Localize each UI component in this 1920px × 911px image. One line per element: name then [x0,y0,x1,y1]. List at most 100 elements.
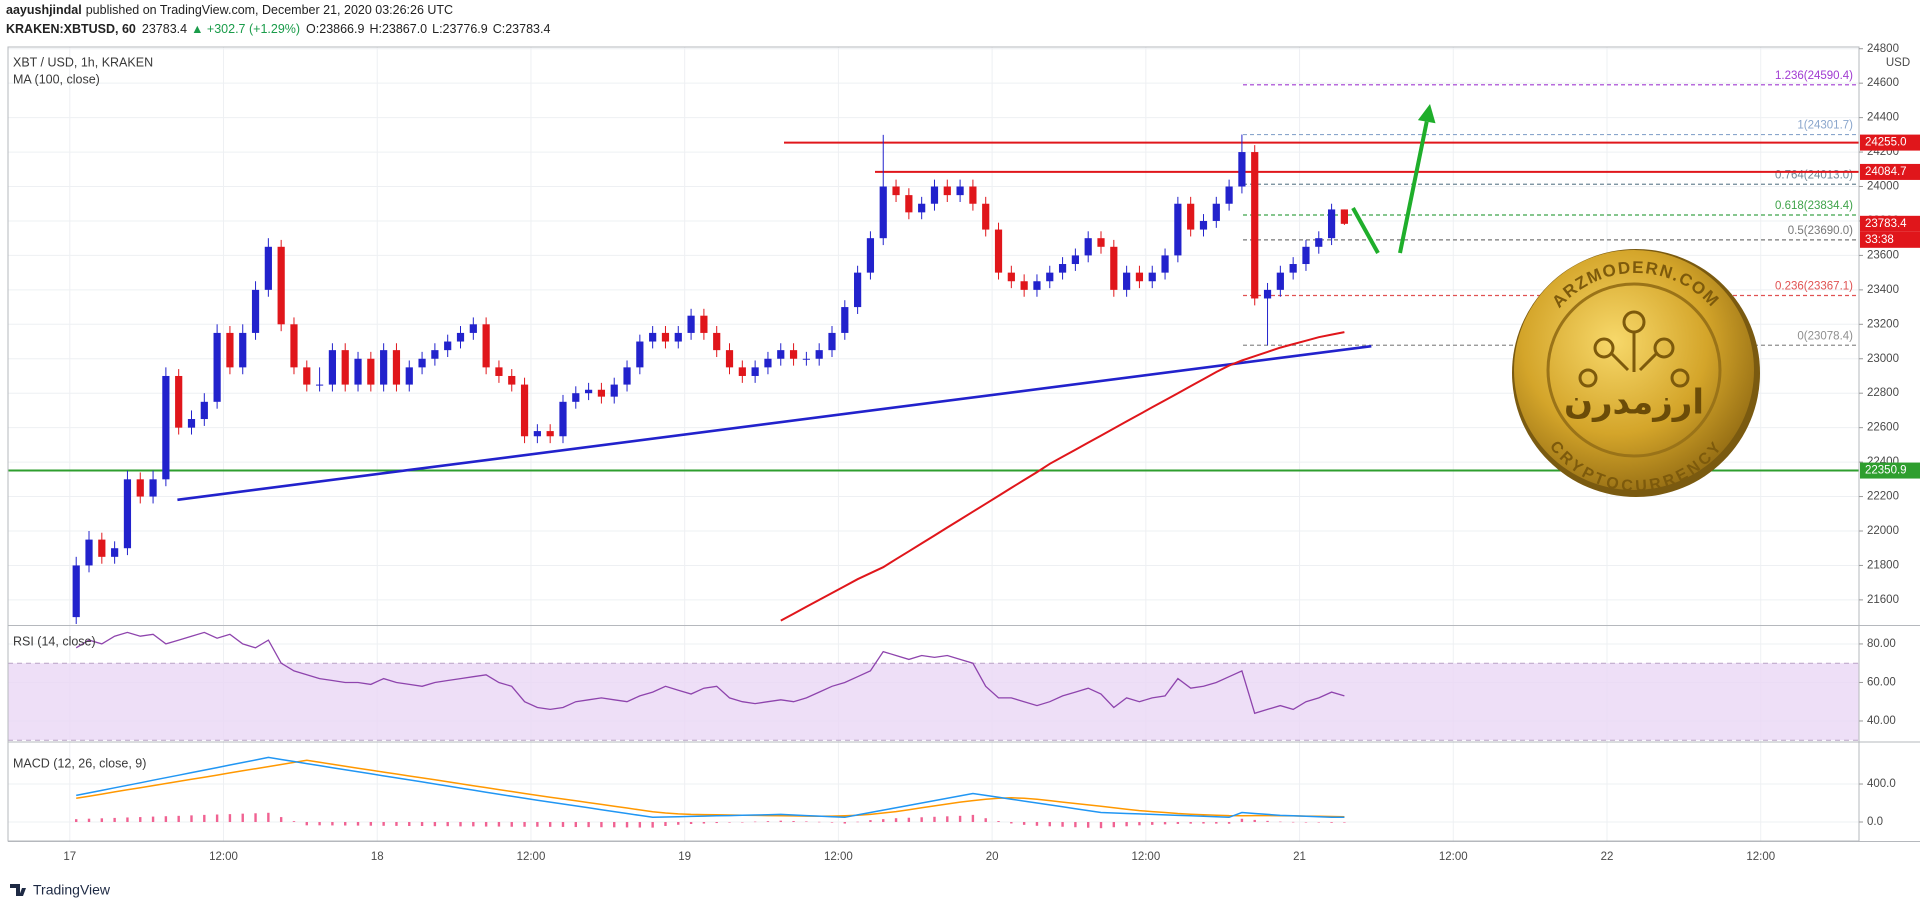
macd-histogram-bar [792,821,795,823]
fib-label: 1.236(24590.4) [1775,70,1853,82]
candle-body [315,384,324,386]
macd-histogram-bar [151,816,155,823]
macd-histogram-bar [523,822,526,827]
candle-body [1007,272,1015,282]
candle-body [636,341,644,368]
fib-label: 0.618(23834.4) [1775,200,1853,212]
candle-body [738,367,746,376]
macd-histogram-bar [651,822,654,828]
macd-histogram-bar [869,820,872,823]
price-tag: 24084.7 [1860,163,1920,180]
candle-body [725,350,734,368]
candle-body [828,332,836,351]
candle-body [85,539,93,566]
macd-histogram-bar [1086,822,1090,828]
candle-body [508,375,516,385]
macd-histogram-bar [753,821,757,823]
candle-body [597,389,606,397]
macd-histogram-bar [638,822,642,828]
candle-body [239,332,247,368]
countdown-box [1860,231,1920,248]
candle-body [213,332,221,402]
y-tick-label: 24600 [1867,77,1899,89]
candle-body [303,367,311,385]
macd-histogram-bar [1240,818,1244,823]
y-tick-label: 22000 [1867,525,1899,537]
candle-body [969,186,977,204]
candle-body [200,401,208,420]
price-tag: 22350.9 [1860,462,1920,479]
macd-histogram-bar [408,822,411,826]
macd-histogram-bar [1010,822,1013,824]
candle-body [392,350,401,385]
macd-histogram-bar [126,817,129,823]
macd-histogram-bar [766,821,770,823]
candle-body [572,393,580,402]
macd-histogram-bar [561,822,565,827]
header-line: aayushjindal published on TradingView.com… [6,3,453,17]
macd-histogram-bar [228,814,232,823]
price-panel: 1.236(24590.4)1(24301.7)0.764(24013.0)0.… [8,70,1859,624]
macd-histogram-bar [548,822,552,827]
y-tick-label: 80.00 [1867,638,1896,650]
candle-body [994,229,1003,273]
candle-body [328,350,337,385]
candle-body [559,401,567,437]
candle-body [879,186,887,239]
fib-label: 0.5(23690.0) [1788,225,1853,237]
x-tick-label: 12:00 [1439,851,1468,863]
macd-histogram-bar [1138,822,1141,826]
candle-body [1123,272,1131,290]
candle-body [533,431,541,437]
trendline [177,344,1372,502]
candle-body [1033,281,1041,290]
candle-body [431,350,439,359]
candle-body [1046,272,1054,282]
candle-body [277,246,285,325]
candle-body [1212,203,1220,221]
y-tick-label: 23200 [1867,318,1899,330]
macd-histogram-bar [779,820,782,823]
main-title: XBT / USD, 1h, KRAKEN [13,55,153,69]
macd-histogram-bar [830,822,834,823]
macd-histogram-bar [1279,821,1282,823]
y-tick-label: 24800 [1867,43,1899,55]
price-tag: 24255.0 [1860,134,1920,151]
macd-histogram-bar [715,822,718,824]
macd-histogram-bar [882,819,885,823]
arrow-up [1398,121,1429,254]
y-tick-label: 23400 [1867,284,1899,296]
rsi-band [8,663,1859,741]
candle-body [956,186,964,196]
footer-text: TradingView [33,882,111,898]
macd-histogram-bar [75,819,78,823]
macd-panel [75,756,1346,829]
candle-body [354,358,362,385]
y-tick-label: 22600 [1867,422,1899,434]
candle-body [1327,209,1336,239]
candle-body [1174,203,1182,256]
y-tick-label: 22200 [1867,491,1899,503]
candle-body [175,375,183,428]
close: C:23783.4 [493,22,551,36]
candle-body [1148,272,1156,282]
macd-histogram-bar [484,822,488,827]
macd-histogram-bar [933,816,936,823]
candle-body [687,315,695,333]
candle-body [405,367,413,385]
macd-histogram-bar [1022,822,1026,825]
candle-body [1020,281,1028,290]
logo-icon [1578,310,1690,388]
x-tick-label: 21 [1293,851,1306,863]
macd-line [76,756,1345,819]
macd-histogram-bar [856,821,859,823]
x-tick-label: 12:00 [517,851,546,863]
macd-histogram-bar [139,817,142,823]
price-tag-box [1860,134,1920,151]
fib-label: 0(23078.4) [1797,330,1853,342]
price-tag-label: 23783.4 [1865,218,1907,230]
candle-body [802,358,810,360]
macd-histogram-bar [356,822,360,826]
macd-histogram-bar [215,814,219,823]
arrow-head [1417,104,1436,124]
